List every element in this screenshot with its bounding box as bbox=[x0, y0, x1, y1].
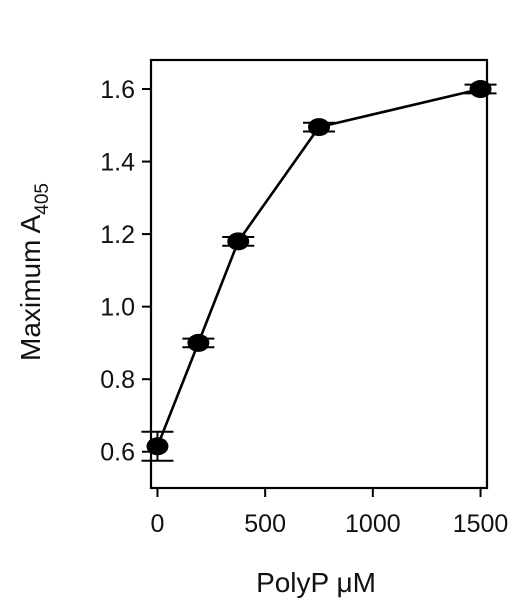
x-tick-label: 500 bbox=[244, 510, 286, 538]
y-tick-label: 0.8 bbox=[100, 366, 135, 394]
data-point bbox=[187, 333, 210, 352]
x-tick-label: 1500 bbox=[453, 510, 509, 538]
series-line bbox=[156, 87, 481, 447]
y-tick-label: 1.0 bbox=[100, 294, 135, 322]
x-tick-label: 0 bbox=[151, 510, 165, 538]
y-axis-title-subscript: 405 bbox=[32, 183, 53, 215]
plot-frame bbox=[149, 58, 489, 490]
y-tick-label: 1.6 bbox=[100, 76, 135, 104]
data-point bbox=[227, 232, 250, 251]
data-point bbox=[146, 437, 169, 456]
plot-frame-group bbox=[149, 58, 489, 490]
y-tick-label: 1.4 bbox=[100, 149, 135, 177]
data-point bbox=[469, 80, 492, 99]
y-tick-label: 0.6 bbox=[100, 439, 135, 467]
x-tick-label: 1000 bbox=[345, 510, 401, 538]
y-axis-title-main: Maximum A bbox=[15, 214, 46, 361]
x-axis-title: PolyP μM bbox=[256, 567, 376, 598]
ticks-group: 0.6 0.8 1.0 1.2 1.4 1.6 0 500 1000 1500 bbox=[100, 76, 508, 538]
y-tick-label: 1.2 bbox=[100, 221, 135, 249]
series-group bbox=[141, 80, 497, 462]
data-point bbox=[308, 118, 330, 137]
y-axis-title: Maximum A405 bbox=[15, 183, 53, 361]
